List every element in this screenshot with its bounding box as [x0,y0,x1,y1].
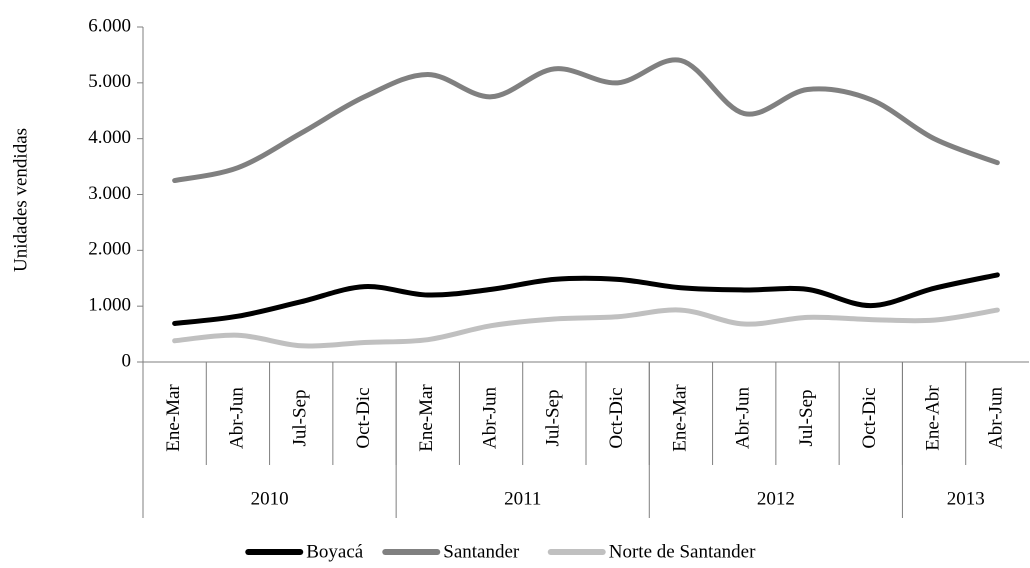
x-tick-label: Abr-Jun [986,387,1007,449]
x-tick-label: Ene-Mar [416,384,437,452]
x-tick-label: Oct-Dic [353,387,374,448]
x-tick-label: Ene-Mar [163,384,184,452]
x-tick-label: Abr-Jun [479,387,500,449]
x-tick-label: Ene-Mar [669,384,690,452]
y-tick-label: 6.000 [88,15,131,36]
x-tick-label: Abr-Jun [226,387,247,449]
y-tick-label: 0 [122,350,132,371]
group-label: 2011 [504,488,541,509]
x-tick-label: Oct-Dic [606,387,627,448]
x-tick-label: Abr-Jun [733,387,754,449]
x-tick-label: Ene-Abr [922,385,943,451]
group-label: 2012 [757,488,795,509]
line-series [172,57,1000,184]
y-tick-label: 2.000 [88,239,131,260]
legend-label: Norte de Santander [609,541,756,562]
line-series [172,307,1000,349]
line-series [172,272,1000,326]
y-tick-label: 1.000 [88,295,131,316]
x-tick-label: Jul-Sep [290,390,311,447]
x-tick-label: Jul-Sep [796,390,817,447]
group-label: 2013 [947,488,985,509]
x-tick-label: Oct-Dic [859,387,880,448]
x-tick-label: Jul-Sep [543,390,564,447]
y-tick-label: 4.000 [88,127,131,148]
legend-label: Boyacá [306,541,364,562]
y-tick-label: 5.000 [88,71,131,92]
legend-label: Santander [443,541,520,562]
y-axis-label: Unidades vendidas [10,128,31,272]
group-label: 2010 [251,488,289,509]
y-tick-label: 3.000 [88,183,131,204]
